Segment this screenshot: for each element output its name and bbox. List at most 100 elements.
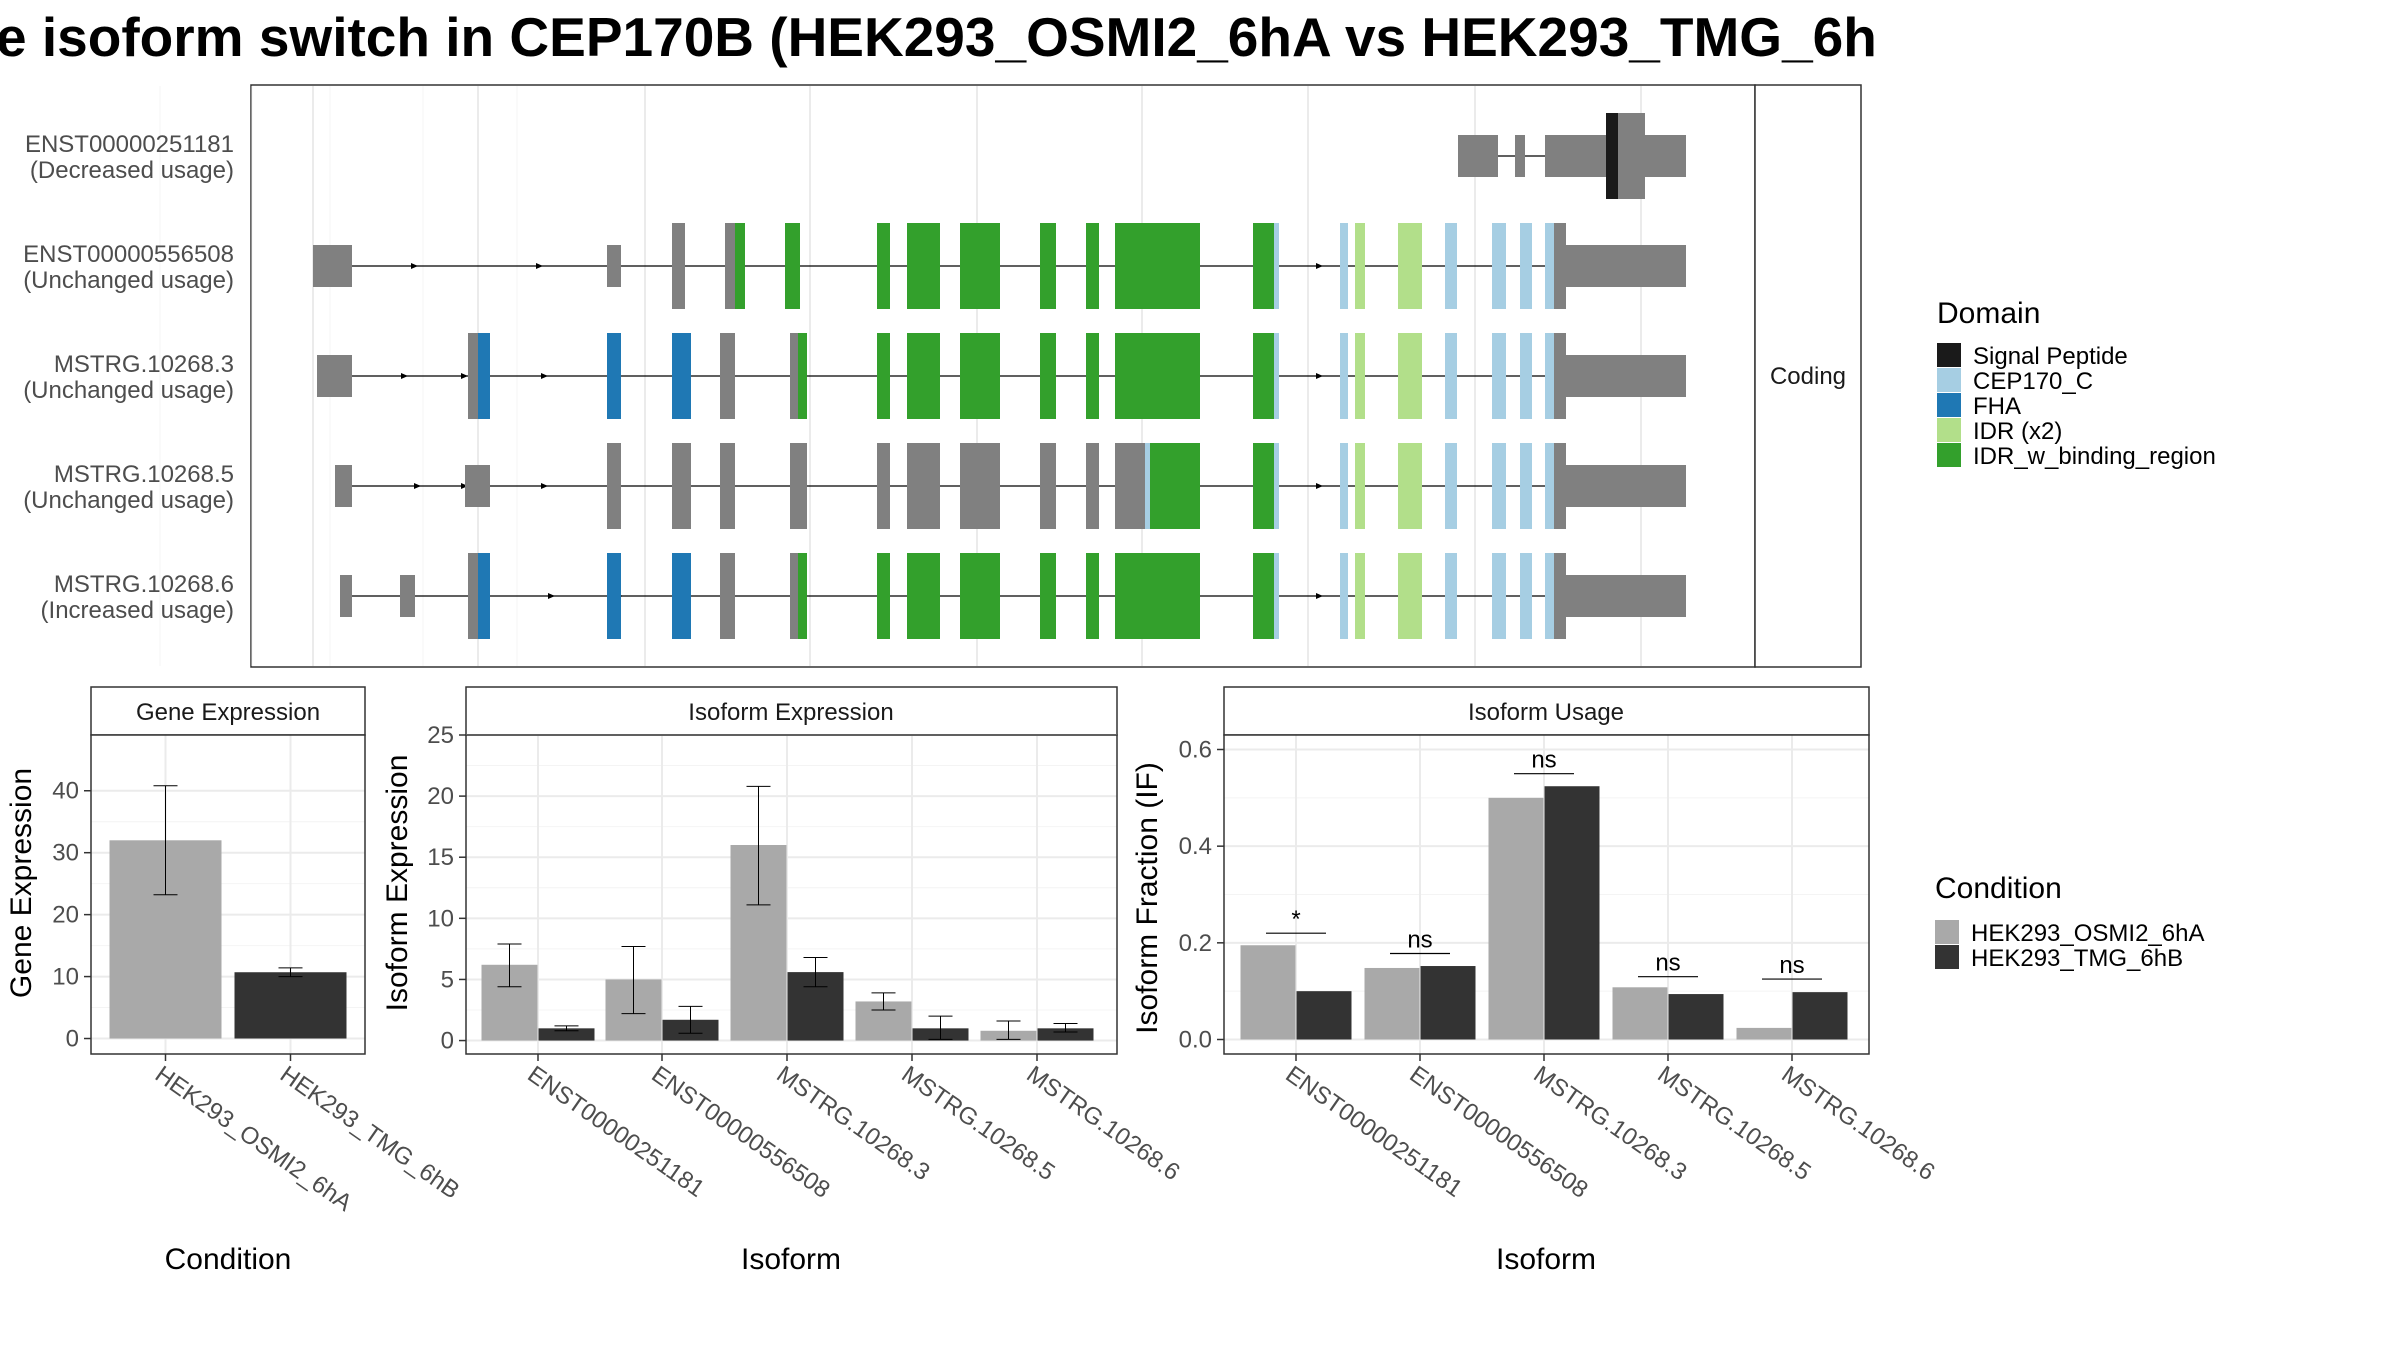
exon-block [478,333,490,419]
strand-arrow [461,483,468,489]
exon-block [1520,333,1532,419]
transcript-usage-label: (Decreased usage) [30,157,234,184]
transcript-structure-panel: Coding ENST00000251181 (Decreased usage)… [23,84,1862,668]
strand-arrow [1316,263,1323,269]
exon-block [877,443,890,529]
transcript-row [313,223,1686,309]
isoform-usage-panel: Isoform Usage 0.00.20.40.6ENST0000025118… [1131,686,1940,1276]
exon-block [1253,553,1274,639]
exon-block [1520,443,1532,529]
exon-block [672,333,691,419]
plot-border [1223,734,1870,1055]
exon-block [1115,443,1145,529]
exon-block [720,553,735,639]
coding-facet-label: Coding [1770,363,1846,390]
legend-label-idr-binding: IDR_w_binding_region [1973,443,2216,470]
legend-label-condition-b: HEK293_TMG_6hB [1971,945,2183,972]
error-bar [803,956,828,988]
y-tick-label: 15 [427,844,454,871]
exon-block [1554,333,1566,419]
exon-block [1253,443,1274,529]
exon-block [1150,443,1200,529]
exon-block [1566,245,1686,287]
transcript-label-0: ENST00000251181 (Decreased usage) [25,131,234,184]
legend-label-cep170c: CEP170_C [1973,368,2093,395]
legend-swatch-idr-binding [1937,443,1961,467]
exon-block [735,223,745,309]
exon-block [607,245,621,287]
legend-swatch-fha [1937,393,1961,417]
exon-block [1355,443,1365,529]
structure-transcripts [313,113,1686,639]
isoform-expression-plot: 0510152025ENST00000251181ENST00000556508… [427,722,1184,1204]
error-bar [621,945,646,1015]
exon-block [1618,113,1645,199]
exon-block [1515,135,1525,177]
y-tick-label: 40 [52,778,79,805]
legend-label-condition-a: HEK293_OSMI2_6hA [1971,920,2204,947]
exon-block [1645,135,1686,177]
strand-arrow [411,263,418,269]
domain-legend-title: Domain [1937,297,2040,330]
isoform-usage-xlabel: Isoform [1496,1243,1596,1276]
strand-arrow [1316,593,1323,599]
exon-block [1408,553,1422,639]
exon-block [1340,553,1348,639]
exon-block [1115,553,1200,639]
legend-swatch-condition-b [1935,945,1959,969]
isoform-usage-ylabel: Isoform Fraction (IF) [1131,762,1164,1034]
x-tick-label: HEK293_OSMI2_6hA [150,1061,357,1217]
transcript-row [335,443,1686,529]
y-tick-label: 0.2 [1179,930,1212,957]
gene-expression-strip [90,686,366,736]
exon-block [1398,223,1408,309]
significance-label: ns [1655,950,1680,977]
exon-block [1445,443,1457,529]
exon-block [1445,223,1457,309]
bar [1792,992,1848,1040]
error-bar [746,785,771,906]
exon-block [960,443,1000,529]
legend-swatch-cep170c [1937,368,1961,392]
exon-block [1115,223,1200,309]
y-tick-label: 0 [66,1026,79,1053]
exon-block [1145,443,1150,529]
exon-block [1566,575,1686,617]
significance-label: ns [1779,952,1804,979]
isoform-expression-xlabel: Isoform [741,1243,841,1276]
transcript-id-label: MSTRG.10268.3 [54,351,234,378]
exon-block [1606,113,1618,199]
bar [1296,991,1352,1040]
significance-label: ns [1531,747,1556,774]
exon-block [877,553,890,639]
exon-block [1458,135,1498,177]
exon-block [1554,223,1566,309]
transcript-usage-label: (Increased usage) [41,597,234,624]
exon-block [1492,553,1506,639]
bar [1612,987,1668,1040]
exon-block [1115,333,1200,419]
exon-block [907,553,940,639]
exon-block [960,223,1000,309]
transcript-usage-label: (Unchanged usage) [23,267,234,294]
exon-block [1408,443,1422,529]
legend-swatch-idr [1937,418,1961,442]
exon-block [1408,223,1422,309]
y-tick-label: 0.6 [1179,737,1212,764]
exon-block [1554,553,1566,639]
exon-block [790,553,798,639]
transcript-label-1: ENST00000556508 (Unchanged usage) [23,241,234,294]
strand-arrow [461,373,468,379]
exon-block [607,333,621,419]
exon-block [1253,333,1274,419]
exon-block [1355,333,1365,419]
exon-block [720,333,735,419]
exon-block [785,223,800,309]
bar [538,1028,595,1041]
exon-block [798,553,807,639]
exon-block [790,333,798,419]
exon-block [1086,443,1099,529]
legend-label-signal-peptide: Signal Peptide [1973,343,2128,370]
bar [1488,797,1544,1040]
